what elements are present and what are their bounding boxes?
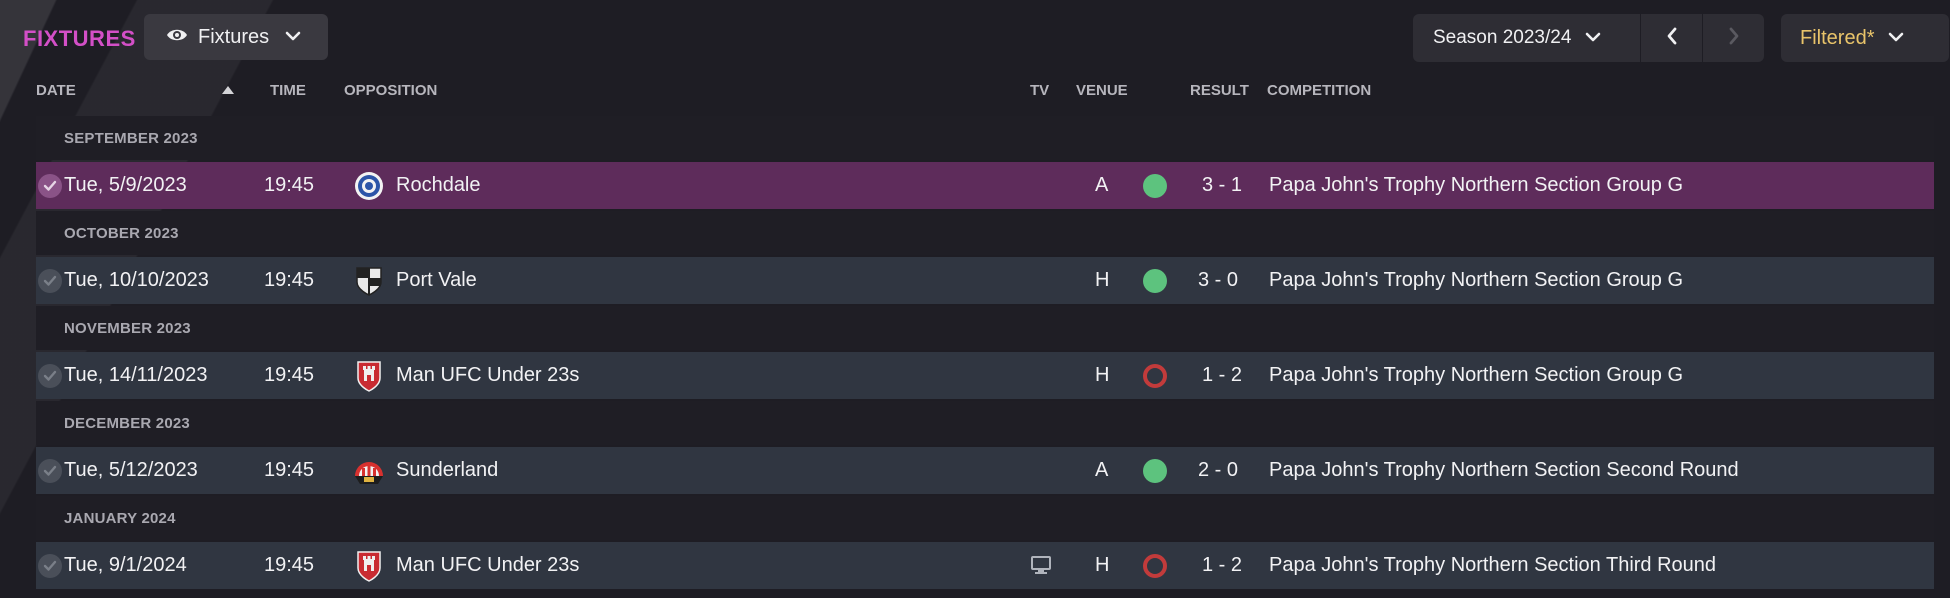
result-win-icon <box>1143 174 1167 198</box>
column-header-venue[interactable]: VENUE <box>1076 82 1128 99</box>
season-dropdown-label: Season 2023/24 <box>1433 27 1572 48</box>
month-label: OCTOBER 2023 <box>64 225 179 242</box>
season-selector: Season 2023/24 <box>1413 14 1764 62</box>
month-group-header: OCTOBER 2023 <box>36 211 1934 255</box>
fixture-row[interactable]: Tue, 10/10/2023 19:45 Port Vale H 3 - 0 … <box>36 257 1934 304</box>
sunderland-crest-icon <box>352 454 386 488</box>
fixture-venue: H <box>1095 269 1110 291</box>
fixture-time: 19:45 <box>264 459 315 481</box>
fixture-opponent[interactable]: Sunderland <box>396 459 499 481</box>
month-label: SEPTEMBER 2023 <box>64 130 198 147</box>
column-header-result[interactable]: RESULT <box>1190 82 1249 99</box>
month-label: DECEMBER 2023 <box>64 415 190 432</box>
check-icon <box>38 459 62 483</box>
page-title: FIXTURES <box>23 26 136 51</box>
fixture-date: Tue, 10/10/2023 <box>64 269 209 291</box>
fixture-score[interactable]: 1 - 2 <box>1202 554 1243 576</box>
fixture-date: Tue, 14/11/2023 <box>64 364 208 386</box>
fixture-venue: H <box>1095 364 1110 386</box>
filter-dropdown-label: Filtered* <box>1800 26 1875 49</box>
eye-icon <box>166 27 188 48</box>
view-dropdown[interactable]: Fixtures <box>144 14 328 60</box>
fixture-opponent[interactable]: Rochdale <box>396 174 481 196</box>
next-season-button[interactable] <box>1703 14 1764 62</box>
month-label: JANUARY 2024 <box>64 510 176 527</box>
fixture-venue: H <box>1095 554 1110 576</box>
result-loss-icon <box>1143 554 1167 578</box>
chevron-right-icon <box>1728 27 1740 50</box>
result-win-icon <box>1143 269 1167 293</box>
month-group-header: DECEMBER 2023 <box>36 401 1934 445</box>
man-ufc-crest-icon <box>352 549 386 583</box>
check-icon <box>38 364 62 388</box>
fixture-score[interactable]: 2 - 0 <box>1198 459 1239 481</box>
fixture-time: 19:45 <box>264 269 315 291</box>
fixture-row[interactable]: Tue, 5/9/2023 19:45 Rochdale A 3 - 1 Pap… <box>36 162 1934 209</box>
column-header-tv[interactable]: TV <box>1030 82 1050 99</box>
season-dropdown[interactable]: Season 2023/24 <box>1413 14 1641 62</box>
fixture-time: 19:45 <box>264 364 315 386</box>
column-header-date[interactable]: DATE <box>36 82 76 99</box>
fixture-competition[interactable]: Papa John's Trophy Northern Section Thir… <box>1269 554 1717 576</box>
sort-ascending-icon <box>222 86 234 94</box>
fixture-date: Tue, 5/12/2023 <box>64 459 198 481</box>
column-header-opposition[interactable]: OPPOSITION <box>344 82 438 99</box>
fixture-time: 19:45 <box>264 554 315 576</box>
fixture-opponent[interactable]: Man UFC Under 23s <box>396 554 580 576</box>
chevron-down-icon <box>285 28 301 46</box>
fixture-date: Tue, 9/1/2024 <box>64 554 187 576</box>
fixture-opponent[interactable]: Man UFC Under 23s <box>396 364 580 386</box>
fixture-competition[interactable]: Papa John's Trophy Northern Section Grou… <box>1269 174 1684 196</box>
fixture-opponent[interactable]: Port Vale <box>396 269 477 291</box>
fixture-score[interactable]: 1 - 2 <box>1202 364 1243 386</box>
filter-dropdown[interactable]: Filtered* <box>1781 14 1949 62</box>
result-win-icon <box>1143 459 1167 483</box>
fixture-row[interactable]: Tue, 5/12/2023 19:45 Sunderland A 2 - 0 … <box>36 447 1934 494</box>
fixture-time: 19:45 <box>264 174 315 196</box>
result-loss-icon <box>1143 364 1167 388</box>
fixture-venue: A <box>1095 459 1109 481</box>
column-header-time[interactable]: TIME <box>270 82 306 99</box>
view-dropdown-label: Fixtures <box>198 25 270 48</box>
tv-icon <box>1030 555 1052 581</box>
top-bar: FIXTURES Fixtures Season 2023/24 <box>0 0 1950 80</box>
fixture-score[interactable]: 3 - 1 <box>1202 174 1243 196</box>
fixture-date: Tue, 5/9/2023 <box>64 174 187 196</box>
fixture-venue: A <box>1095 174 1109 196</box>
port-vale-crest-icon <box>352 264 386 298</box>
check-icon <box>38 269 62 293</box>
fixture-row[interactable]: Tue, 9/1/2024 19:45 Man UFC Under 23s H … <box>36 542 1934 589</box>
fixture-row[interactable]: Tue, 14/11/2023 19:45 Man UFC Under 23s … <box>36 352 1934 399</box>
rochdale-crest-icon <box>352 169 386 203</box>
check-icon <box>38 174 62 198</box>
fixture-score[interactable]: 3 - 0 <box>1198 269 1239 291</box>
fixture-competition[interactable]: Papa John's Trophy Northern Section Grou… <box>1269 364 1684 386</box>
table-header: DATE TIME OPPOSITION TV VENUE RESULT COM… <box>36 78 1934 106</box>
chevron-down-icon <box>1888 29 1904 47</box>
fixture-competition[interactable]: Papa John's Trophy Northern Section Grou… <box>1269 269 1684 291</box>
chevron-left-icon <box>1666 27 1678 50</box>
man-ufc-crest-icon <box>352 359 386 393</box>
month-group-header: NOVEMBER 2023 <box>36 306 1934 350</box>
month-label: NOVEMBER 2023 <box>64 320 191 337</box>
check-icon <box>38 554 62 578</box>
chevron-down-icon <box>1585 29 1601 47</box>
fixture-competition[interactable]: Papa John's Trophy Northern Section Seco… <box>1269 459 1739 481</box>
previous-season-button[interactable] <box>1641 14 1703 62</box>
month-group-header: SEPTEMBER 2023 <box>36 116 1934 160</box>
column-header-competition[interactable]: COMPETITION <box>1267 82 1372 99</box>
month-group-header: JANUARY 2024 <box>36 496 1934 540</box>
